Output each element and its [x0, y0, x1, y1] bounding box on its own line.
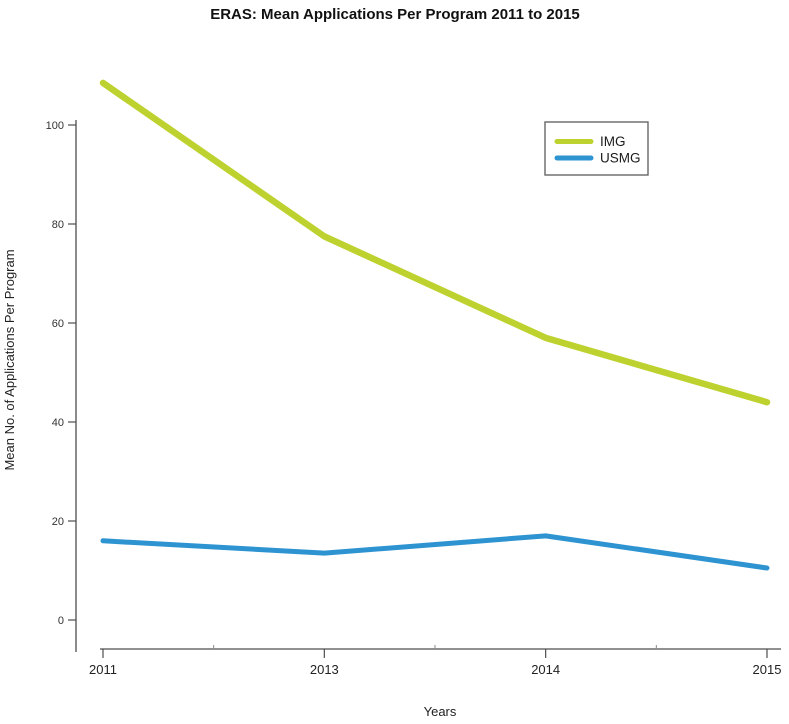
x-tick-label: 2014	[531, 662, 560, 677]
legend-label-img: IMG	[600, 134, 626, 149]
x-tick-label: 2013	[310, 662, 339, 677]
img-series-line	[99, 79, 771, 406]
axes-layer: 0 20 40 60 80 100 2011 2013 2014 2015	[46, 120, 782, 677]
legend: IMG USMG	[544, 121, 649, 176]
data-series-layer	[99, 79, 771, 571]
x-tick-label: 2015	[753, 662, 782, 677]
legend-label-usmg: USMG	[600, 151, 641, 166]
y-tick-label: 100	[46, 120, 64, 132]
y-tick-label: 60	[52, 318, 64, 330]
y-tick-label: 20	[52, 516, 64, 528]
usmg-series-line	[100, 533, 770, 571]
y-axis-title: Mean No. of Applications Per Program	[2, 249, 17, 470]
y-tick-label: 80	[52, 219, 64, 231]
x-tick-label: 2011	[89, 662, 117, 677]
x-axis-title: Years	[424, 704, 457, 719]
y-tick-label: 40	[52, 417, 64, 429]
legend-box	[544, 121, 649, 176]
chart-title: ERAS: Mean Applications Per Program 2011…	[210, 6, 580, 23]
y-tick-label: 0	[58, 615, 64, 627]
